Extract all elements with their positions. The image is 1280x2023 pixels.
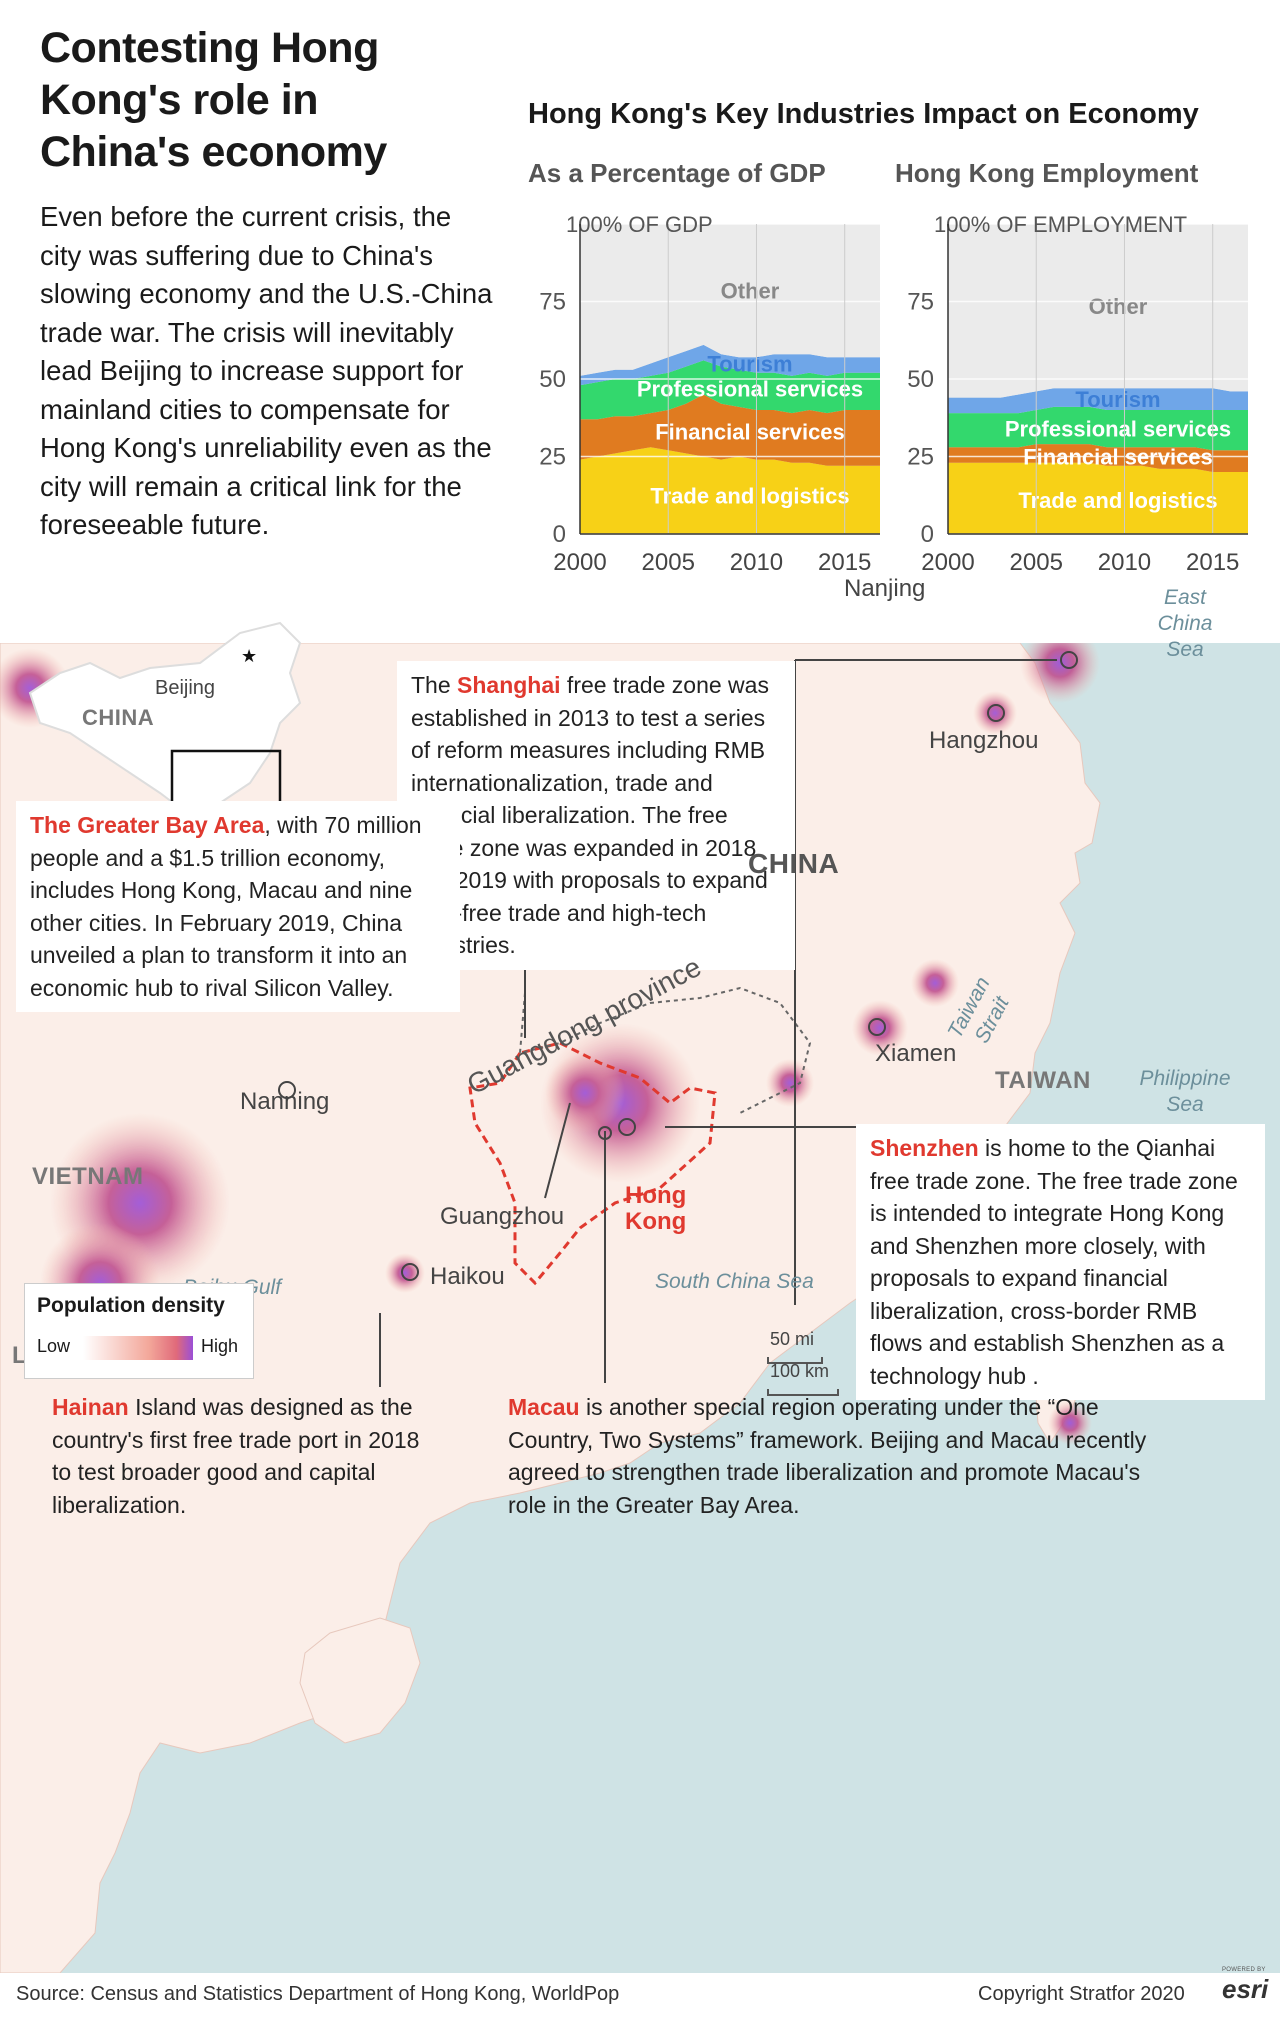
taiwan-label: TAIWAN: [995, 1067, 1091, 1094]
emp-x-tick: 2015: [1186, 549, 1239, 576]
xiamen-label: Xiamen: [875, 1040, 957, 1067]
esri-logo: esri: [1222, 1974, 1269, 2004]
gdp-area-chart: Trade and logistics Financial services Pro…: [539, 212, 880, 576]
source-note: Source: Census and Statistics Department…: [16, 1983, 620, 2005]
emp-y-label: 100% OF EMPLOYMENT: [934, 212, 1187, 237]
hong-kong-label: Hong Kong: [625, 1182, 687, 1235]
hangzhou-label: Hangzhou: [929, 727, 1039, 754]
copyright-note: Copyright Stratfor 2020: [978, 1983, 1185, 2005]
gdp-x-tick: 2000: [553, 549, 606, 576]
gdp-x-tick: 2010: [730, 549, 783, 576]
macau-callout: Macau is another special region operatin…: [508, 1394, 1147, 1518]
emp-y-tick: 0: [921, 521, 934, 548]
emp-y-tick: 50: [907, 366, 934, 393]
legend-low-label: Low: [37, 1336, 71, 1356]
emp-area-trade-and-logistics: [948, 462, 1248, 534]
nanjing-label: Nanjing: [844, 575, 926, 602]
emp-series-label: Tourism: [1075, 387, 1160, 412]
emp-series-label: Other: [1089, 294, 1148, 319]
inset-china-shape: [28, 621, 302, 810]
gdp-area-professional-services: [580, 360, 880, 420]
china-label: CHINA: [748, 848, 840, 879]
scale-bar: [767, 1357, 839, 1396]
legend-gradient-bar: [83, 1336, 193, 1360]
gdp-y-tick: 75: [539, 289, 566, 316]
shenzhen-callout: Shenzhen is home to the Qianhai free tra…: [856, 1124, 1265, 1400]
page-title: Contesting Hong Kong's role in China's e…: [40, 24, 387, 176]
beijing-star-icon: ★: [241, 646, 257, 667]
south-china-sea-label: South China Sea: [655, 1270, 814, 1293]
gdp-y-tick: 0: [553, 521, 566, 548]
china-inset-map: ★: [28, 621, 302, 823]
beijing-label: Beijing: [155, 677, 216, 699]
gba-boundary: [518, 986, 812, 1114]
guangzhou-label: Guangzhou: [440, 1203, 565, 1230]
gdp-chart-title: As a Percentage of GDP: [528, 158, 826, 188]
gdp-area-trade-and-logistics: [580, 447, 880, 534]
east-china-sea-label: East China Sea: [1157, 586, 1213, 661]
emp-area-tourism: [948, 388, 1248, 414]
emp-area-financial-services: [948, 444, 1248, 472]
emp-area-other: [948, 224, 1248, 398]
haikou-label: Haikou: [430, 1263, 505, 1290]
employment-chart-title: Hong Kong Employment: [895, 158, 1199, 188]
philippine-sea-label: Philippine Sea: [1139, 1067, 1231, 1116]
gdp-y-label: 100% OF GDP: [566, 212, 713, 237]
gdp-area-tourism: [580, 344, 880, 386]
legend-high-label: High: [201, 1336, 239, 1356]
emp-y-tick: 75: [907, 289, 934, 316]
charts-title: Hong Kong's Key Industries Impact on Eco…: [528, 98, 1199, 130]
legend-title: Population density: [37, 1294, 225, 1317]
emp-y-tick: 25: [907, 444, 934, 471]
gdp-area-financial-services: [580, 394, 880, 466]
scale-mi-label: 50 mi: [770, 1329, 815, 1349]
gdp-y-tick: 50: [539, 366, 566, 393]
emp-area-professional-services: [948, 406, 1248, 451]
gdp-area-other: [580, 224, 880, 376]
emp-series-label: Trade and logistics: [1018, 488, 1217, 513]
emp-x-tick: 2010: [1098, 549, 1151, 576]
guangdong-boundary: [468, 1041, 717, 1286]
gdp-series-label: Other: [721, 279, 780, 304]
gdp-series-label: Financial services: [655, 420, 845, 445]
emp-series-label: Professional services: [1005, 417, 1231, 442]
greater-bay-area-callout: The Greater Bay Area, with 70 million pe…: [16, 801, 460, 1012]
gdp-y-tick: 25: [539, 444, 566, 471]
emp-x-tick: 2000: [921, 549, 974, 576]
china-inset-label: CHINA: [82, 705, 155, 730]
scale-km-label: 100 km: [770, 1361, 830, 1381]
population-density-legend: Population density Low High: [24, 1283, 254, 1379]
intro-paragraph: Even before the current crisis, the city…: [40, 201, 493, 540]
esri-powered-by: POWERED BY: [1222, 1967, 1266, 1973]
vietnam-label: VIETNAM: [32, 1163, 144, 1190]
gdp-series-label: Professional services: [637, 376, 863, 401]
emp-x-tick: 2005: [1010, 549, 1063, 576]
gdp-x-tick: 2015: [818, 549, 871, 576]
nanning-label: Nanning: [240, 1088, 330, 1115]
hainan-callout: Hainan Island was designed as the countr…: [52, 1394, 420, 1518]
gdp-series-label: Trade and logistics: [650, 483, 849, 508]
hainan-island: [299, 1617, 421, 1744]
city-markers: [278, 651, 1078, 1281]
gdp-x-tick: 2005: [642, 549, 695, 576]
